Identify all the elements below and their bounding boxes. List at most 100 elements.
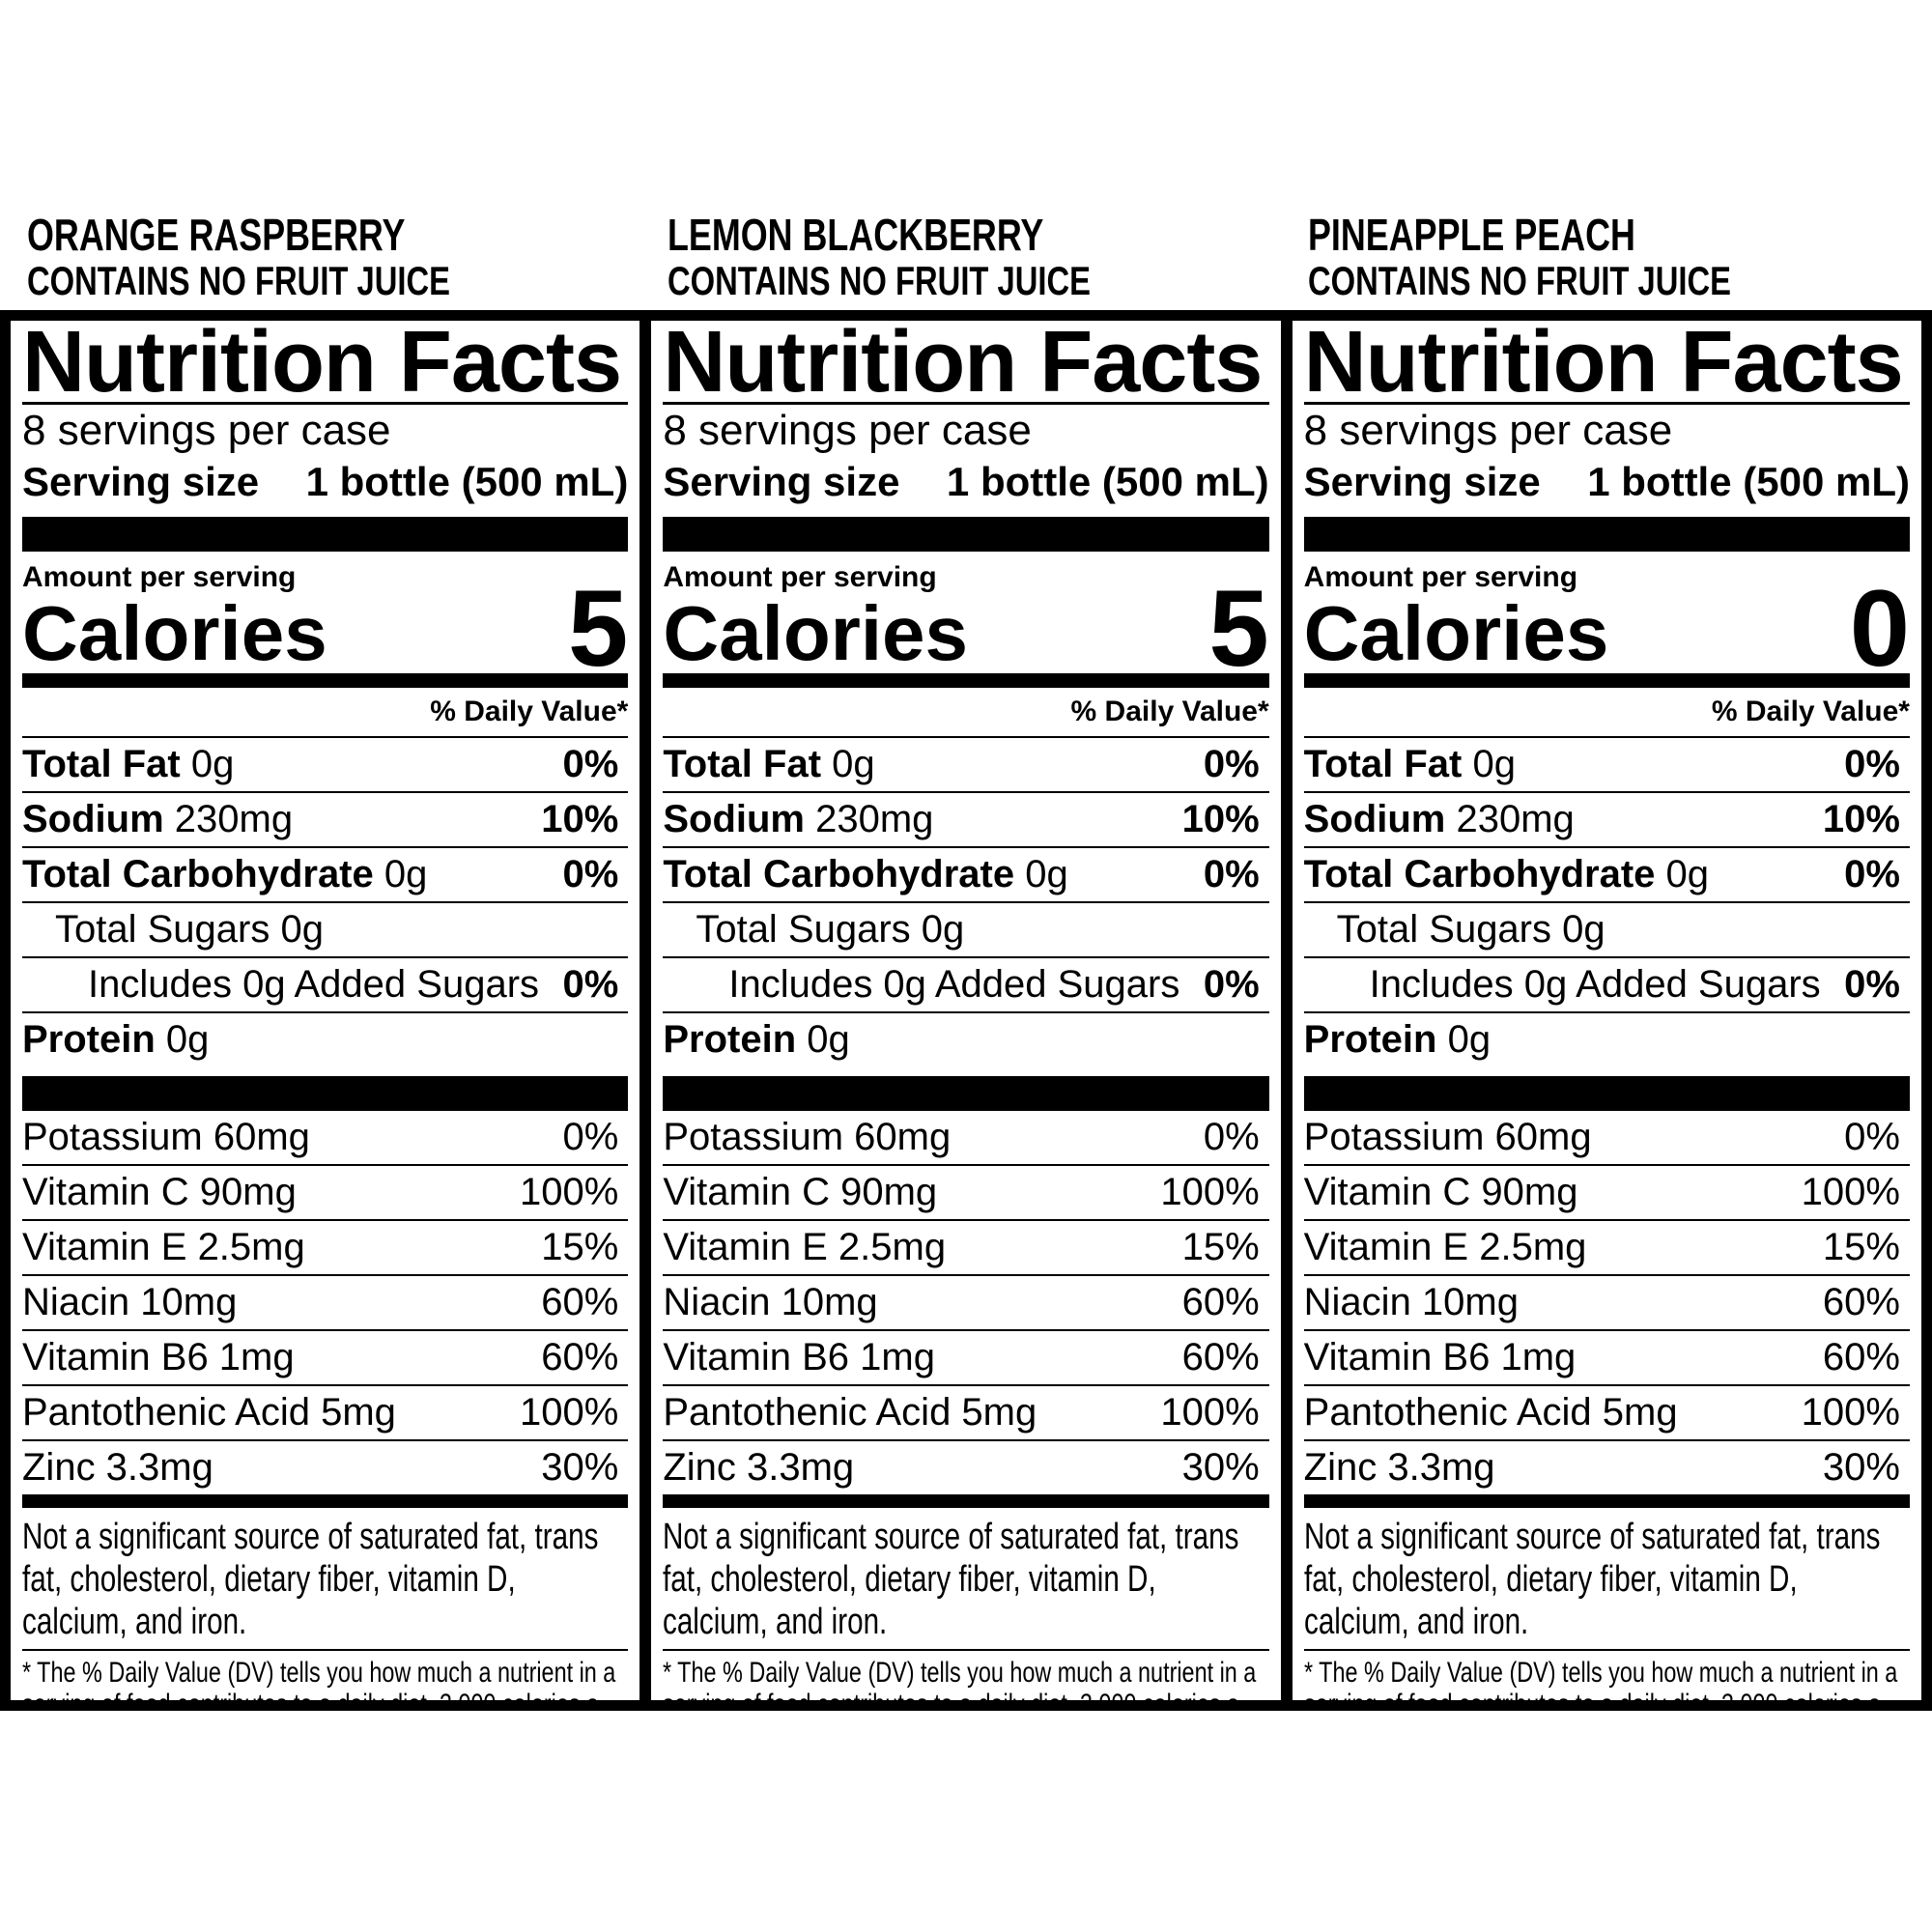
flavor-heading: ORANGE RASPBERRY CONTAINS NO FRUIT JUICE: [0, 211, 640, 303]
daily-value-footnote-wrap: * The % Daily Value (DV) tells you how m…: [22, 1651, 628, 1700]
nutrition-labels: Nutrition Facts 8 servings per case Servin…: [0, 310, 1932, 1711]
vitamin-row: Zinc 3.3mg 30%: [663, 1439, 1269, 1494]
calories-row: Calories 0: [1304, 575, 1910, 683]
nutrient-row: Total Fat 0g 0%: [22, 736, 629, 791]
nutrient-row: Total Sugars 0g: [22, 901, 629, 956]
nutrient-daily-value: 0%: [1844, 963, 1900, 1006]
nutrient-row: Protein 0g: [663, 1011, 1269, 1066]
juice-note: CONTAINS NO FRUIT JUICE: [27, 258, 451, 303]
vitamin-name: Vitamin B6 1mg: [663, 1336, 935, 1378]
amount-per-serving: Amount per serving: [663, 561, 937, 593]
vitamin-row: Pantothenic Acid 5mg 100%: [1303, 1384, 1910, 1439]
nutrient-row: Sodium 230mg 10%: [1303, 791, 1910, 846]
vitamin-daily-value: 30%: [1181, 1446, 1260, 1489]
daily-value-header: % Daily Value*: [430, 696, 629, 727]
nutrient-row: Total Carbohydrate 0g 0%: [663, 846, 1269, 901]
divider-medium: [1303, 673, 1910, 688]
calories-label: Calories: [22, 590, 327, 676]
nutrition-facts-title: Nutrition Facts: [1303, 321, 1910, 406]
nutrient-name: Protein: [1303, 1018, 1437, 1061]
nutrient-name: Total Carbohydrate: [663, 853, 1015, 895]
vitamin-row: Vitamin C 90mg 100%: [22, 1164, 629, 1219]
not-significant-note: Not a significant source of saturated fa…: [663, 1517, 1239, 1642]
flavor-name: ORANGE RASPBERRY: [27, 210, 406, 260]
nutrient-row: Includes 0g Added Sugars 0%: [663, 956, 1269, 1011]
nutrient-name: Total Fat: [1303, 743, 1463, 785]
nutrient-label: Total Fat 0g: [22, 738, 234, 791]
nutrient-name: Includes 0g Added Sugars: [1369, 963, 1821, 1006]
vitamin-name: Potassium 60mg: [1303, 1116, 1592, 1158]
nutrient-row: Total Sugars 0g: [663, 901, 1269, 956]
nutrient-name: Protein: [663, 1018, 797, 1061]
nutrient-label: Protein 0g: [1304, 1013, 1491, 1066]
servings-per-container: 8 servings per case: [663, 407, 1032, 454]
calories-row: Calories 5: [663, 575, 1268, 683]
nutrient-label: Total Fat 0g: [1304, 738, 1516, 791]
nutrient-amount: 0g: [1562, 908, 1605, 951]
nutrient-label: Total Sugars 0g: [1304, 903, 1605, 956]
vitamin-name: Vitamin C 90mg: [22, 1171, 297, 1213]
vitamin-daily-value: 100%: [1160, 1391, 1260, 1434]
vitamin-daily-value: 0%: [1203, 1116, 1260, 1158]
nutrient-amount: 230mg: [815, 798, 934, 840]
nutrition-facts-title: Nutrition Facts: [663, 321, 1269, 406]
vitamin-daily-value: 15%: [541, 1226, 619, 1268]
nutrient-label: Total Carbohydrate 0g: [22, 848, 427, 901]
nutrient-row: Protein 0g: [1303, 1011, 1910, 1066]
serving-size-value: 1 bottle (500 mL): [1587, 459, 1910, 504]
nutrient-name: Total Fat: [22, 743, 181, 785]
daily-value-footnote: * The % Daily Value (DV) tells you how m…: [1303, 1657, 1897, 1700]
nutrient-daily-value: 10%: [541, 798, 619, 840]
flavor-name-wrap: ORANGE RASPBERRY: [27, 211, 640, 259]
daily-value-header: % Daily Value*: [1711, 696, 1910, 727]
vitamin-daily-value: 30%: [1822, 1446, 1900, 1489]
servings-per-container: 8 servings per case: [1303, 407, 1673, 454]
nutrient-amount: 230mg: [1456, 798, 1575, 840]
nutrient-daily-value: 10%: [1822, 798, 1900, 840]
nutrition-facts-title: Nutrition Facts: [22, 321, 629, 406]
calories-value: 0: [1849, 568, 1910, 689]
divider-thick: [22, 517, 629, 552]
vitamin-name: Zinc 3.3mg: [663, 1446, 855, 1489]
flavor-name: PINEAPPLE PEACH: [1308, 210, 1635, 260]
servings-per-container: 8 servings per case: [22, 407, 391, 454]
vitamin-name: Zinc 3.3mg: [1303, 1446, 1495, 1489]
vitamin-daily-value: 0%: [1844, 1116, 1900, 1158]
nutrient-label: Sodium 230mg: [22, 793, 293, 846]
serving-size-label: Serving size: [1303, 459, 1541, 504]
nutrition-facts-panel: Nutrition Facts 8 servings per case Servin…: [651, 321, 1281, 1700]
vitamin-daily-value: 15%: [1181, 1226, 1260, 1268]
divider-thick: [1303, 517, 1910, 552]
serving-size-label: Serving size: [22, 459, 260, 504]
nutrient-name: Total Fat: [663, 743, 822, 785]
nutrient-row: Total Carbohydrate 0g 0%: [22, 846, 629, 901]
nutrient-row: Protein 0g: [22, 1011, 629, 1066]
vitamin-row: Vitamin C 90mg 100%: [1303, 1164, 1910, 1219]
vitamin-row: Potassium 60mg 0%: [1304, 1111, 1910, 1164]
vitamin-row: Pantothenic Acid 5mg 100%: [22, 1384, 629, 1439]
serving-size-value: 1 bottle (500 mL): [305, 459, 629, 504]
flavor-heading: PINEAPPLE PEACH CONTAINS NO FRUIT JUICE: [1281, 211, 1921, 303]
serving-size-label: Serving size: [663, 459, 900, 504]
serving-size-value: 1 bottle (500 mL): [946, 459, 1269, 504]
calories-value: 5: [568, 568, 629, 689]
nutrient-daily-value: [1260, 903, 1269, 956]
nutrient-daily-value: [618, 1013, 628, 1066]
nutrient-amount: 0g: [190, 743, 235, 785]
juice-note: CONTAINS NO FRUIT JUICE: [668, 258, 1092, 303]
nutrient-name: Protein: [22, 1018, 156, 1061]
divider-medium: [1303, 1494, 1910, 1508]
nutrient-row: Total Sugars 0g: [1303, 901, 1910, 956]
vitamin-name: Vitamin E 2.5mg: [663, 1226, 947, 1268]
vitamin-row: Niacin 10mg 60%: [663, 1274, 1269, 1329]
vitamin-daily-value: 100%: [1160, 1171, 1260, 1213]
vitamin-name: Potassium 60mg: [22, 1116, 310, 1158]
nutrient-name: Total Carbohydrate: [22, 853, 374, 895]
nutrient-label: Protein 0g: [663, 1013, 849, 1066]
vitamin-daily-value: 0%: [562, 1116, 619, 1158]
nutrition-facts-panel: Nutrition Facts 8 servings per case Servin…: [1292, 321, 1921, 1700]
nutrient-label: Total Carbohydrate 0g: [663, 848, 1067, 901]
nutrition-facts-panel: Nutrition Facts 8 servings per case Servin…: [11, 321, 640, 1700]
divider-thick: [22, 1076, 629, 1111]
daily-value-header: % Daily Value*: [1070, 696, 1269, 727]
